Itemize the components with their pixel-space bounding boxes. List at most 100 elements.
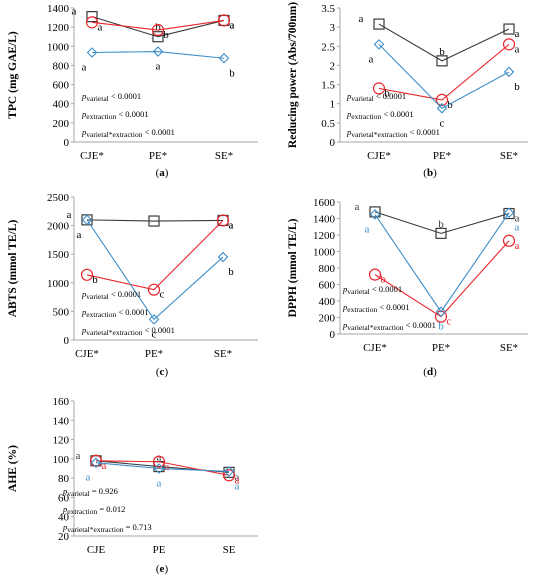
significance-letter: a	[157, 452, 162, 464]
data-point-blue	[435, 306, 447, 318]
data-point-blue	[436, 103, 448, 114]
data-point-blue	[152, 46, 164, 57]
data-point-red	[217, 14, 231, 27]
y-tick-label: 1000	[313, 247, 336, 259]
significance-letter: b	[384, 87, 390, 99]
series-line-black	[374, 211, 510, 234]
x-tick-label: CJE*	[75, 348, 99, 360]
x-tick-label: CJE*	[367, 150, 391, 162]
data-point-black	[436, 55, 448, 67]
panel-label: (e)	[156, 563, 169, 575]
significance-letter: a	[157, 478, 162, 490]
data-point-red	[80, 268, 94, 281]
y-tick-label: 40	[58, 512, 70, 524]
significance-letter: b	[438, 321, 444, 333]
data-point-blue	[86, 47, 98, 58]
data-point-blue	[503, 66, 515, 78]
p-value-stat: pextraction < 0.0001	[81, 109, 149, 121]
data-point-blue	[223, 466, 235, 477]
data-point-red	[85, 16, 99, 29]
series-line-black	[91, 16, 225, 38]
series-line-red	[378, 43, 510, 101]
y-tick-label: 60	[58, 492, 70, 504]
significance-letter: a	[235, 471, 240, 483]
p-value-stat: pvarietal*extraction < 0.0001	[81, 127, 175, 139]
data-point-black	[503, 23, 515, 35]
y-tick-label: 0	[330, 137, 336, 149]
p-value-stat: pvarietal < 0.0001	[346, 91, 406, 103]
significance-letter: a	[230, 19, 235, 31]
p-value-stat: pvarietal*extraction < 0.0001	[81, 325, 175, 337]
panel-label: (d)	[423, 366, 437, 378]
p-value-stat: pvarietal*extraction < 0.0001	[346, 127, 440, 139]
y-tick-label: 1000	[47, 278, 70, 290]
y-tick-label: 140	[53, 415, 70, 427]
y-tick-label: 1	[330, 99, 336, 111]
p-value-stat: pvarietal < 0.0001	[81, 289, 141, 301]
significance-letter: a	[67, 209, 72, 221]
y-tick-label: 600	[319, 280, 336, 292]
y-axis-label: ABTS (mmol TE/L)	[7, 220, 19, 318]
p-value-stat: pvarietal < 0.0001	[342, 284, 402, 296]
significance-letter: b	[514, 81, 520, 93]
x-tick-label: PE*	[149, 150, 167, 162]
p-value-stat: pextraction < 0.0001	[346, 109, 414, 121]
data-point-black	[369, 206, 381, 218]
data-point-blue	[90, 457, 102, 468]
x-tick-label: SE	[223, 544, 236, 556]
significance-letter: a	[235, 474, 240, 486]
x-tick-label: SE*	[500, 150, 518, 162]
significance-letter: c	[440, 117, 445, 129]
series-line-red	[91, 19, 225, 31]
series-line-red	[86, 220, 224, 291]
x-tick-label: SE*	[214, 348, 232, 360]
data-point-blue	[148, 314, 160, 325]
data-point-red	[216, 214, 230, 227]
data-point-red	[147, 283, 161, 296]
data-point-black	[152, 31, 164, 43]
x-tick-label: PE*	[432, 342, 450, 354]
panel-label: (a)	[156, 167, 169, 179]
significance-letter: b	[438, 218, 444, 230]
y-tick-label: 800	[53, 60, 70, 72]
significance-letter: a	[515, 222, 520, 234]
significance-letter: a	[72, 6, 77, 18]
y-tick-label: 0	[330, 329, 336, 341]
p-value-stat: pextraction = 0.012	[62, 504, 125, 516]
significance-letter: a	[165, 461, 170, 473]
significance-letter: b	[92, 274, 98, 286]
y-tick-label: 1600	[313, 197, 336, 209]
y-tick-label: 0	[64, 335, 70, 347]
y-tick-label: 600	[53, 80, 70, 92]
y-tick-label: 1400	[313, 214, 336, 226]
x-tick-label: CJE*	[363, 342, 387, 354]
x-tick-label: CJE	[87, 544, 106, 556]
significance-letter: a	[365, 223, 370, 235]
x-tick-label: PE*	[145, 348, 163, 360]
y-tick-label: 400	[53, 99, 70, 111]
series-line-black	[378, 23, 510, 62]
data-point-black	[148, 215, 160, 227]
y-tick-label: 0	[64, 137, 70, 149]
significance-letter: a	[230, 19, 235, 31]
y-tick-label: 0.5	[321, 118, 335, 130]
x-tick-label: PE	[153, 544, 166, 556]
significance-letter: b	[229, 67, 235, 79]
y-tick-label: 1500	[47, 249, 70, 261]
data-point-blue	[218, 52, 230, 64]
y-axis-label: AHE (%)	[7, 445, 19, 492]
y-tick-label: 1400	[47, 3, 70, 15]
data-point-red	[89, 454, 103, 467]
significance-letter: c	[160, 289, 165, 301]
data-point-red	[435, 93, 449, 106]
y-tick-label: 1.5	[321, 80, 335, 92]
significance-letter: c	[447, 316, 452, 328]
series-line-blue	[91, 50, 225, 59]
y-tick-label: 800	[319, 263, 336, 275]
panel-label: (c)	[156, 366, 169, 378]
data-point-black	[373, 18, 385, 30]
significance-letter: c	[152, 328, 157, 340]
significance-letter: b	[155, 22, 161, 34]
